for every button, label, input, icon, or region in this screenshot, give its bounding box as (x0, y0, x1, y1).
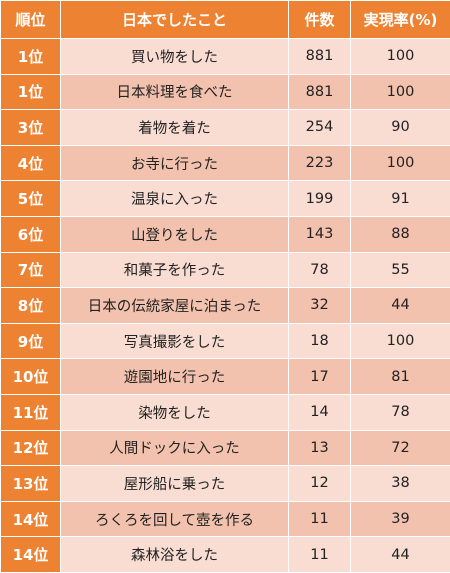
rank-cell: 7位 (1, 252, 61, 288)
item-cell: 屋形船に乗った (61, 466, 289, 502)
item-cell: 山登りをした (61, 216, 289, 252)
rank-cell: 1位 (1, 39, 61, 75)
table-row: 3位 着物を着た 254 90 (1, 110, 450, 146)
header-rank: 順位 (1, 1, 61, 39)
count-cell: 18 (289, 323, 351, 359)
rate-cell: 44 (351, 288, 450, 324)
rate-cell: 38 (351, 466, 450, 502)
item-cell: 着物を着た (61, 110, 289, 146)
count-cell: 14 (289, 394, 351, 430)
item-cell: 遊園地に行った (61, 359, 289, 395)
rank-cell: 12位 (1, 430, 61, 466)
item-cell: 日本の伝統家屋に泊まった (61, 288, 289, 324)
table-row: 8位 日本の伝統家屋に泊まった 32 44 (1, 288, 450, 324)
item-cell: 染物をした (61, 394, 289, 430)
table-body: 1位 買い物をした 881 100 1位 日本料理を食べた 881 100 3位… (1, 39, 450, 573)
rank-cell: 13位 (1, 466, 61, 502)
count-cell: 223 (289, 145, 351, 181)
rate-cell: 100 (351, 323, 450, 359)
count-cell: 78 (289, 252, 351, 288)
header-count: 件数 (289, 1, 351, 39)
header-item: 日本でしたこと (61, 1, 289, 39)
rate-cell: 100 (351, 39, 450, 75)
rate-cell: 81 (351, 359, 450, 395)
rate-cell: 78 (351, 394, 450, 430)
rank-cell: 10位 (1, 359, 61, 395)
rate-cell: 91 (351, 181, 450, 217)
rank-cell: 14位 (1, 501, 61, 537)
count-cell: 32 (289, 288, 351, 324)
rate-cell: 100 (351, 145, 450, 181)
header-rate: 実現率(%) (351, 1, 450, 39)
count-cell: 11 (289, 501, 351, 537)
table-row: 10位 遊園地に行った 17 81 (1, 359, 450, 395)
rate-cell: 90 (351, 110, 450, 146)
table-row: 12位 人間ドックに入った 13 72 (1, 430, 450, 466)
item-cell: 温泉に入った (61, 181, 289, 217)
item-cell: 写真撮影をした (61, 323, 289, 359)
rank-cell: 11位 (1, 394, 61, 430)
item-cell: お寺に行った (61, 145, 289, 181)
header-row: 順位 日本でしたこと 件数 実現率(%) (1, 1, 450, 39)
count-cell: 17 (289, 359, 351, 395)
item-cell: ろくろを回して壺を作る (61, 501, 289, 537)
rate-cell: 100 (351, 74, 450, 110)
table-row: 13位 屋形船に乗った 12 38 (1, 466, 450, 502)
table-row: 4位 お寺に行った 223 100 (1, 145, 450, 181)
table-row: 5位 温泉に入った 199 91 (1, 181, 450, 217)
rank-cell: 8位 (1, 288, 61, 324)
count-cell: 11 (289, 537, 351, 573)
rank-cell: 5位 (1, 181, 61, 217)
count-cell: 254 (289, 110, 351, 146)
rank-cell: 6位 (1, 216, 61, 252)
table-row: 9位 写真撮影をした 18 100 (1, 323, 450, 359)
item-cell: 和菓子を作った (61, 252, 289, 288)
rate-cell: 55 (351, 252, 450, 288)
table-row: 14位 ろくろを回して壺を作る 11 39 (1, 501, 450, 537)
rank-cell: 9位 (1, 323, 61, 359)
item-cell: 日本料理を食べた (61, 74, 289, 110)
table-row: 1位 買い物をした 881 100 (1, 39, 450, 75)
table-row: 14位 森林浴をした 11 44 (1, 537, 450, 573)
count-cell: 881 (289, 39, 351, 75)
item-cell: 買い物をした (61, 39, 289, 75)
count-cell: 13 (289, 430, 351, 466)
rate-cell: 44 (351, 537, 450, 573)
item-cell: 人間ドックに入った (61, 430, 289, 466)
rank-cell: 3位 (1, 110, 61, 146)
count-cell: 199 (289, 181, 351, 217)
rank-cell: 1位 (1, 74, 61, 110)
count-cell: 143 (289, 216, 351, 252)
table-row: 1位 日本料理を食べた 881 100 (1, 74, 450, 110)
rate-cell: 88 (351, 216, 450, 252)
table-row: 11位 染物をした 14 78 (1, 394, 450, 430)
count-cell: 12 (289, 466, 351, 502)
table-row: 6位 山登りをした 143 88 (1, 216, 450, 252)
item-cell: 森林浴をした (61, 537, 289, 573)
table-row: 7位 和菓子を作った 78 55 (1, 252, 450, 288)
rank-cell: 14位 (1, 537, 61, 573)
rate-cell: 39 (351, 501, 450, 537)
table-header: 順位 日本でしたこと 件数 実現率(%) (1, 1, 450, 39)
count-cell: 881 (289, 74, 351, 110)
rank-cell: 4位 (1, 145, 61, 181)
rate-cell: 72 (351, 430, 450, 466)
